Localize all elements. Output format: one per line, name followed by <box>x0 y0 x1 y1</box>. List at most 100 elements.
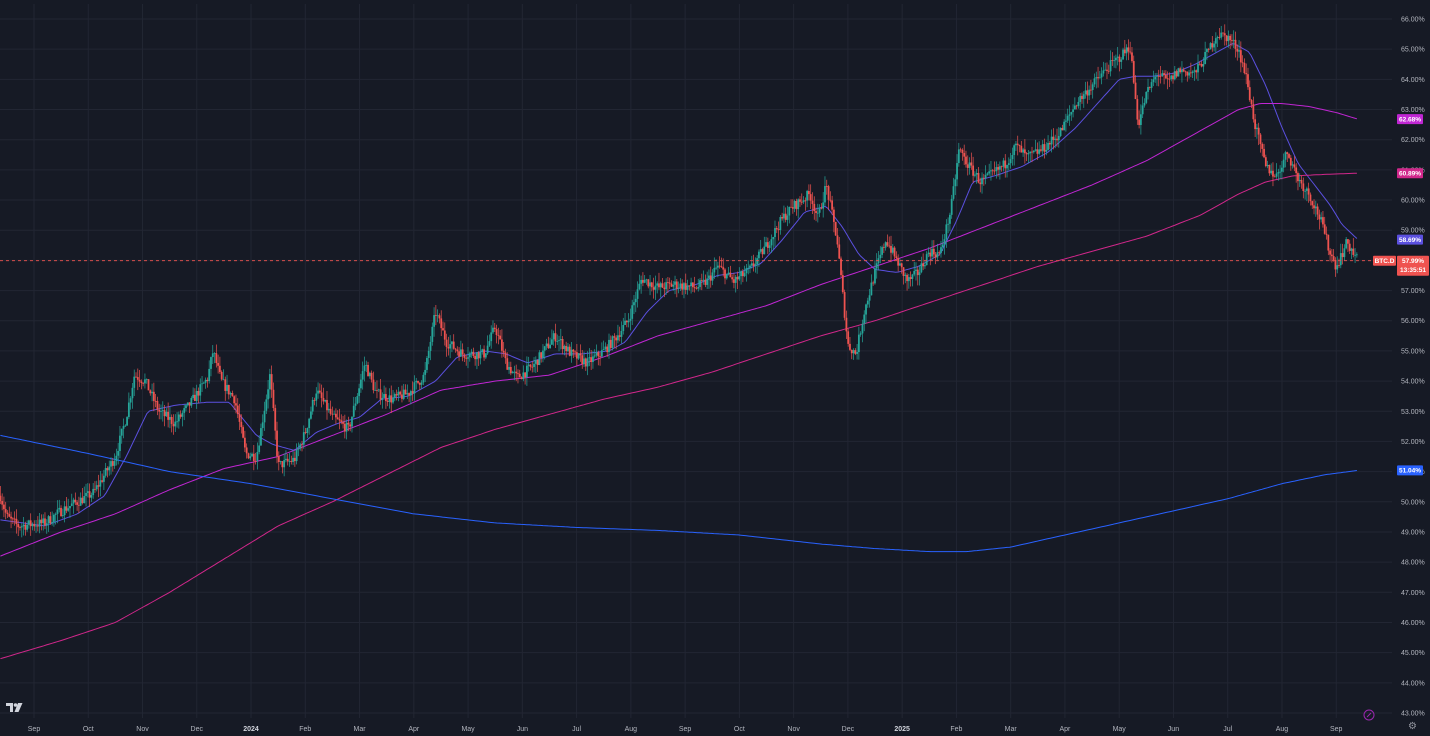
candle-body <box>995 167 998 172</box>
candle-body <box>850 349 853 354</box>
candle-body <box>822 202 825 209</box>
candle-body <box>852 350 855 354</box>
candle-body <box>56 509 59 514</box>
candle-body <box>1193 70 1196 72</box>
candle-body <box>484 353 487 358</box>
candle-body <box>226 384 228 391</box>
candle-body <box>1236 48 1239 52</box>
candle-body <box>841 275 844 293</box>
candle-body <box>326 400 328 411</box>
candle-body <box>1154 76 1157 80</box>
candle-body <box>1170 75 1173 80</box>
candle-body <box>527 364 530 366</box>
candle-body <box>952 186 955 199</box>
candle-body <box>568 346 571 356</box>
candle-body <box>1238 50 1240 52</box>
candle-body <box>406 393 409 395</box>
candle-body <box>1041 144 1044 151</box>
candle-body <box>1116 56 1119 58</box>
candle-body <box>1202 64 1205 67</box>
candle-body <box>243 437 246 448</box>
gear-icon[interactable]: ⚙ <box>1408 721 1417 732</box>
candle-body <box>747 267 750 269</box>
candle-body <box>502 350 505 353</box>
candle-body <box>19 527 21 529</box>
candle-body <box>1197 63 1199 73</box>
candle-body <box>902 267 905 276</box>
candle-body <box>1181 69 1183 73</box>
candle-body <box>725 273 728 279</box>
candle-body <box>866 300 869 305</box>
candle-body <box>152 391 155 401</box>
candle-body <box>1191 71 1194 73</box>
candle-body <box>559 339 562 341</box>
y-tick-label: 45.00% <box>1401 650 1425 657</box>
candle-body <box>825 186 828 187</box>
candle-body <box>998 166 1001 170</box>
candle-body <box>634 298 637 303</box>
candle-body <box>781 217 784 219</box>
candle-body <box>165 411 168 417</box>
candle-body <box>483 349 485 358</box>
candle-body <box>317 390 319 394</box>
candle-body <box>327 408 330 411</box>
candle-body <box>643 279 646 283</box>
candle-body <box>1261 143 1264 149</box>
candle-body <box>276 430 278 457</box>
candlesticks[interactable] <box>0 24 1358 538</box>
candle-body <box>1254 119 1257 130</box>
candle-body <box>1009 159 1012 164</box>
candle-body <box>543 346 546 351</box>
tradingview-logo-icon[interactable] <box>6 703 24 715</box>
candle-body <box>613 336 616 338</box>
candle-body <box>740 271 742 277</box>
candle-body <box>924 265 926 267</box>
candle-body <box>440 318 443 329</box>
candle-body <box>938 252 941 254</box>
candle-body <box>565 345 568 352</box>
candle-body <box>865 304 867 315</box>
candle-body <box>295 449 298 462</box>
y-tick-label: 55.00% <box>1401 348 1425 355</box>
candle-body <box>1091 84 1094 91</box>
candle-body <box>1011 155 1014 160</box>
candle-body <box>534 359 537 364</box>
candle-body <box>722 267 725 270</box>
candle-body <box>936 252 939 258</box>
candle-body <box>240 421 243 428</box>
candle-body <box>1107 70 1110 72</box>
candle-body <box>351 416 353 427</box>
candle-body <box>1277 172 1280 174</box>
last-price-badge <box>1397 255 1429 276</box>
series-value-badge-ma-mid-text: 62.68% <box>1399 116 1421 123</box>
candle-body <box>26 524 29 530</box>
candle-body <box>907 277 910 282</box>
candle-body <box>1081 95 1083 99</box>
x-tick-label: Dec <box>842 726 855 733</box>
candle-body <box>733 279 735 283</box>
candle-body <box>1173 71 1176 80</box>
candle-body <box>1280 167 1283 172</box>
candle-body <box>6 512 9 515</box>
candle-body <box>1234 39 1237 49</box>
candle-body <box>413 382 416 394</box>
magnet-icon[interactable] <box>1363 709 1375 721</box>
candle-body <box>1054 138 1057 140</box>
candle-body <box>454 348 457 350</box>
candle-body <box>645 279 648 281</box>
candle-body <box>1216 37 1219 39</box>
time-axis[interactable]: Sep Oct Nov Dec 2024 Feb Mar Apr May Jun Jul Aug Sep… <box>28 726 1343 733</box>
candle-body <box>549 344 551 349</box>
candle-body <box>836 235 839 245</box>
candle-body <box>990 170 992 172</box>
candle-body <box>663 287 666 290</box>
candle-body <box>313 399 316 401</box>
candle-body <box>431 326 434 342</box>
candle-body <box>891 247 894 253</box>
candle-body <box>463 354 466 358</box>
candle-body <box>758 251 760 259</box>
candle-body <box>1006 165 1008 169</box>
candle-body <box>1007 163 1010 166</box>
candle-body <box>1223 33 1226 36</box>
